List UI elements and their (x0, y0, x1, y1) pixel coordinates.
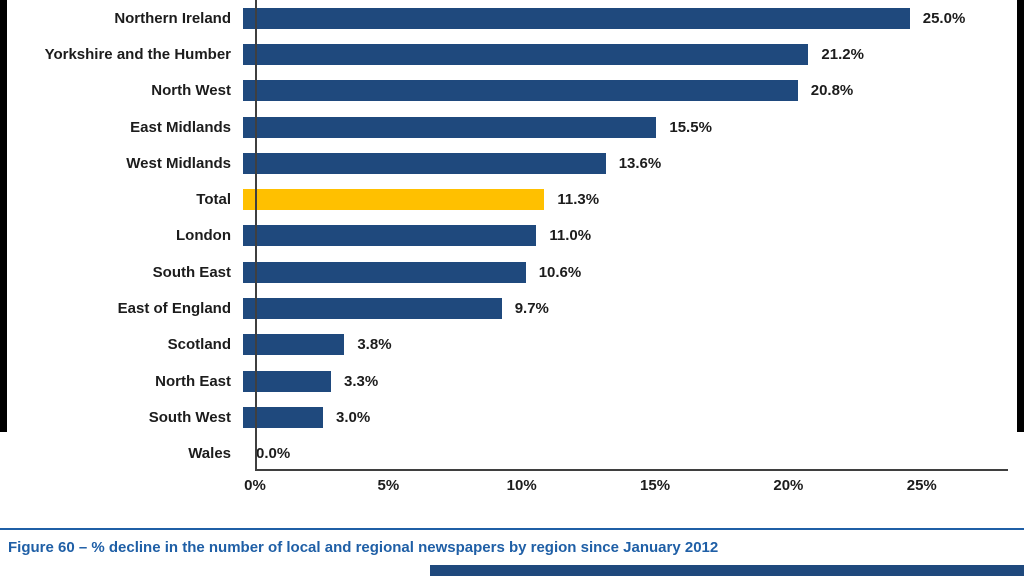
plot-area-row: 11.3% (243, 181, 1024, 217)
value-label: 13.6% (618, 154, 662, 172)
category-label: London (176, 227, 231, 245)
plot-area-row: 13.6% (243, 145, 1024, 181)
category-label: Northern Ireland (114, 9, 231, 27)
value-label: 3.8% (357, 336, 392, 354)
category-label: South East (152, 263, 231, 281)
x-tick-label: 20% (773, 477, 804, 494)
next-figure-partial-bar (430, 565, 1024, 576)
chart-row: Yorkshire and the Humber 21.2% (0, 36, 1024, 72)
y-axis-line (255, 0, 257, 470)
plot-area-row: 15.5% (243, 109, 1024, 145)
plot-area-row: 25.0% (243, 0, 1024, 36)
chart-row: Scotland 3.8% (0, 327, 1024, 363)
chart-row: South West 3.0% (0, 399, 1024, 435)
region-bar (243, 80, 798, 102)
category-label: East Midlands (130, 118, 231, 136)
x-axis-line (255, 469, 1008, 471)
plot-area-row: 10.6% (243, 254, 1024, 290)
bar-chart: Northern Ireland 25.0% Yorkshire and the H… (0, 0, 1024, 497)
x-tick-label: 5% (377, 477, 400, 494)
chart-row: North East 3.3% (0, 363, 1024, 399)
plot-area-row: 21.2% (243, 36, 1024, 72)
category-label: West Midlands (126, 154, 231, 172)
category-label: Scotland (167, 336, 231, 354)
plot-area-row: 3.3% (243, 363, 1024, 399)
chart-row: London 11.0% (0, 218, 1024, 254)
region-bar (243, 43, 809, 65)
chart-row: East Midlands 15.5% (0, 109, 1024, 145)
right-screen-edge (1017, 0, 1024, 432)
chart-row: North West 20.8% (0, 73, 1024, 109)
plot-area-row: 3.8% (243, 327, 1024, 363)
value-label: 3.0% (336, 408, 371, 426)
plot-area-row: 3.0% (243, 399, 1024, 435)
value-label: 20.8% (810, 82, 854, 100)
figure-caption: Figure 60 – % decline in the number of l… (8, 539, 719, 556)
region-bar (243, 334, 345, 356)
value-label: 11.0% (549, 227, 592, 245)
category-label: Yorkshire and the Humber (44, 45, 231, 63)
x-axis-ticks: 0% 5% 10% 15% 20% 25% (244, 477, 1015, 497)
region-bar (243, 152, 606, 174)
chart-row: East of England 9.7% (0, 290, 1024, 326)
category-label: South West (148, 408, 231, 426)
region-bar (243, 298, 502, 320)
category-label: North East (155, 372, 231, 390)
region-bar (243, 225, 537, 247)
category-label: Wales (188, 445, 231, 463)
value-label: 25.0% (922, 9, 966, 27)
caption-divider (0, 528, 1024, 530)
category-label: Total (196, 191, 231, 209)
value-label: 21.2% (821, 45, 864, 63)
chart-row: South East 10.6% (0, 254, 1024, 290)
value-label: 0.0% (256, 445, 291, 463)
chart-rows: Northern Ireland 25.0% Yorkshire and the H… (0, 0, 1024, 472)
value-label: 9.7% (514, 300, 549, 318)
plot-area-row: 11.0% (243, 218, 1024, 254)
x-tick-label: 25% (906, 477, 937, 494)
left-screen-edge (0, 0, 7, 432)
region-bar (243, 116, 657, 138)
category-label: North West (151, 82, 231, 100)
chart-row: West Midlands 13.6% (0, 145, 1024, 181)
x-tick-label: 0% (244, 477, 266, 494)
plot-area-row: 9.7% (243, 290, 1024, 326)
plot-area-row: 0.0% (243, 436, 1024, 472)
value-label: 15.5% (669, 118, 712, 136)
region-bar (243, 261, 526, 283)
chart-row: Wales 0.0% (0, 436, 1024, 472)
x-tick-label: 15% (640, 477, 671, 494)
x-tick-label: 10% (506, 477, 537, 494)
category-label: East of England (117, 300, 231, 318)
region-bar (243, 406, 323, 428)
total-bar (243, 189, 545, 211)
region-bar (243, 370, 331, 392)
plot-area-row: 20.8% (243, 73, 1024, 109)
value-label: 11.3% (557, 191, 600, 209)
region-bar (243, 7, 910, 29)
value-label: 3.3% (344, 372, 379, 390)
chart-row: Northern Ireland 25.0% (0, 0, 1024, 36)
chart-row: Total 11.3% (0, 181, 1024, 217)
value-label: 10.6% (538, 263, 582, 281)
